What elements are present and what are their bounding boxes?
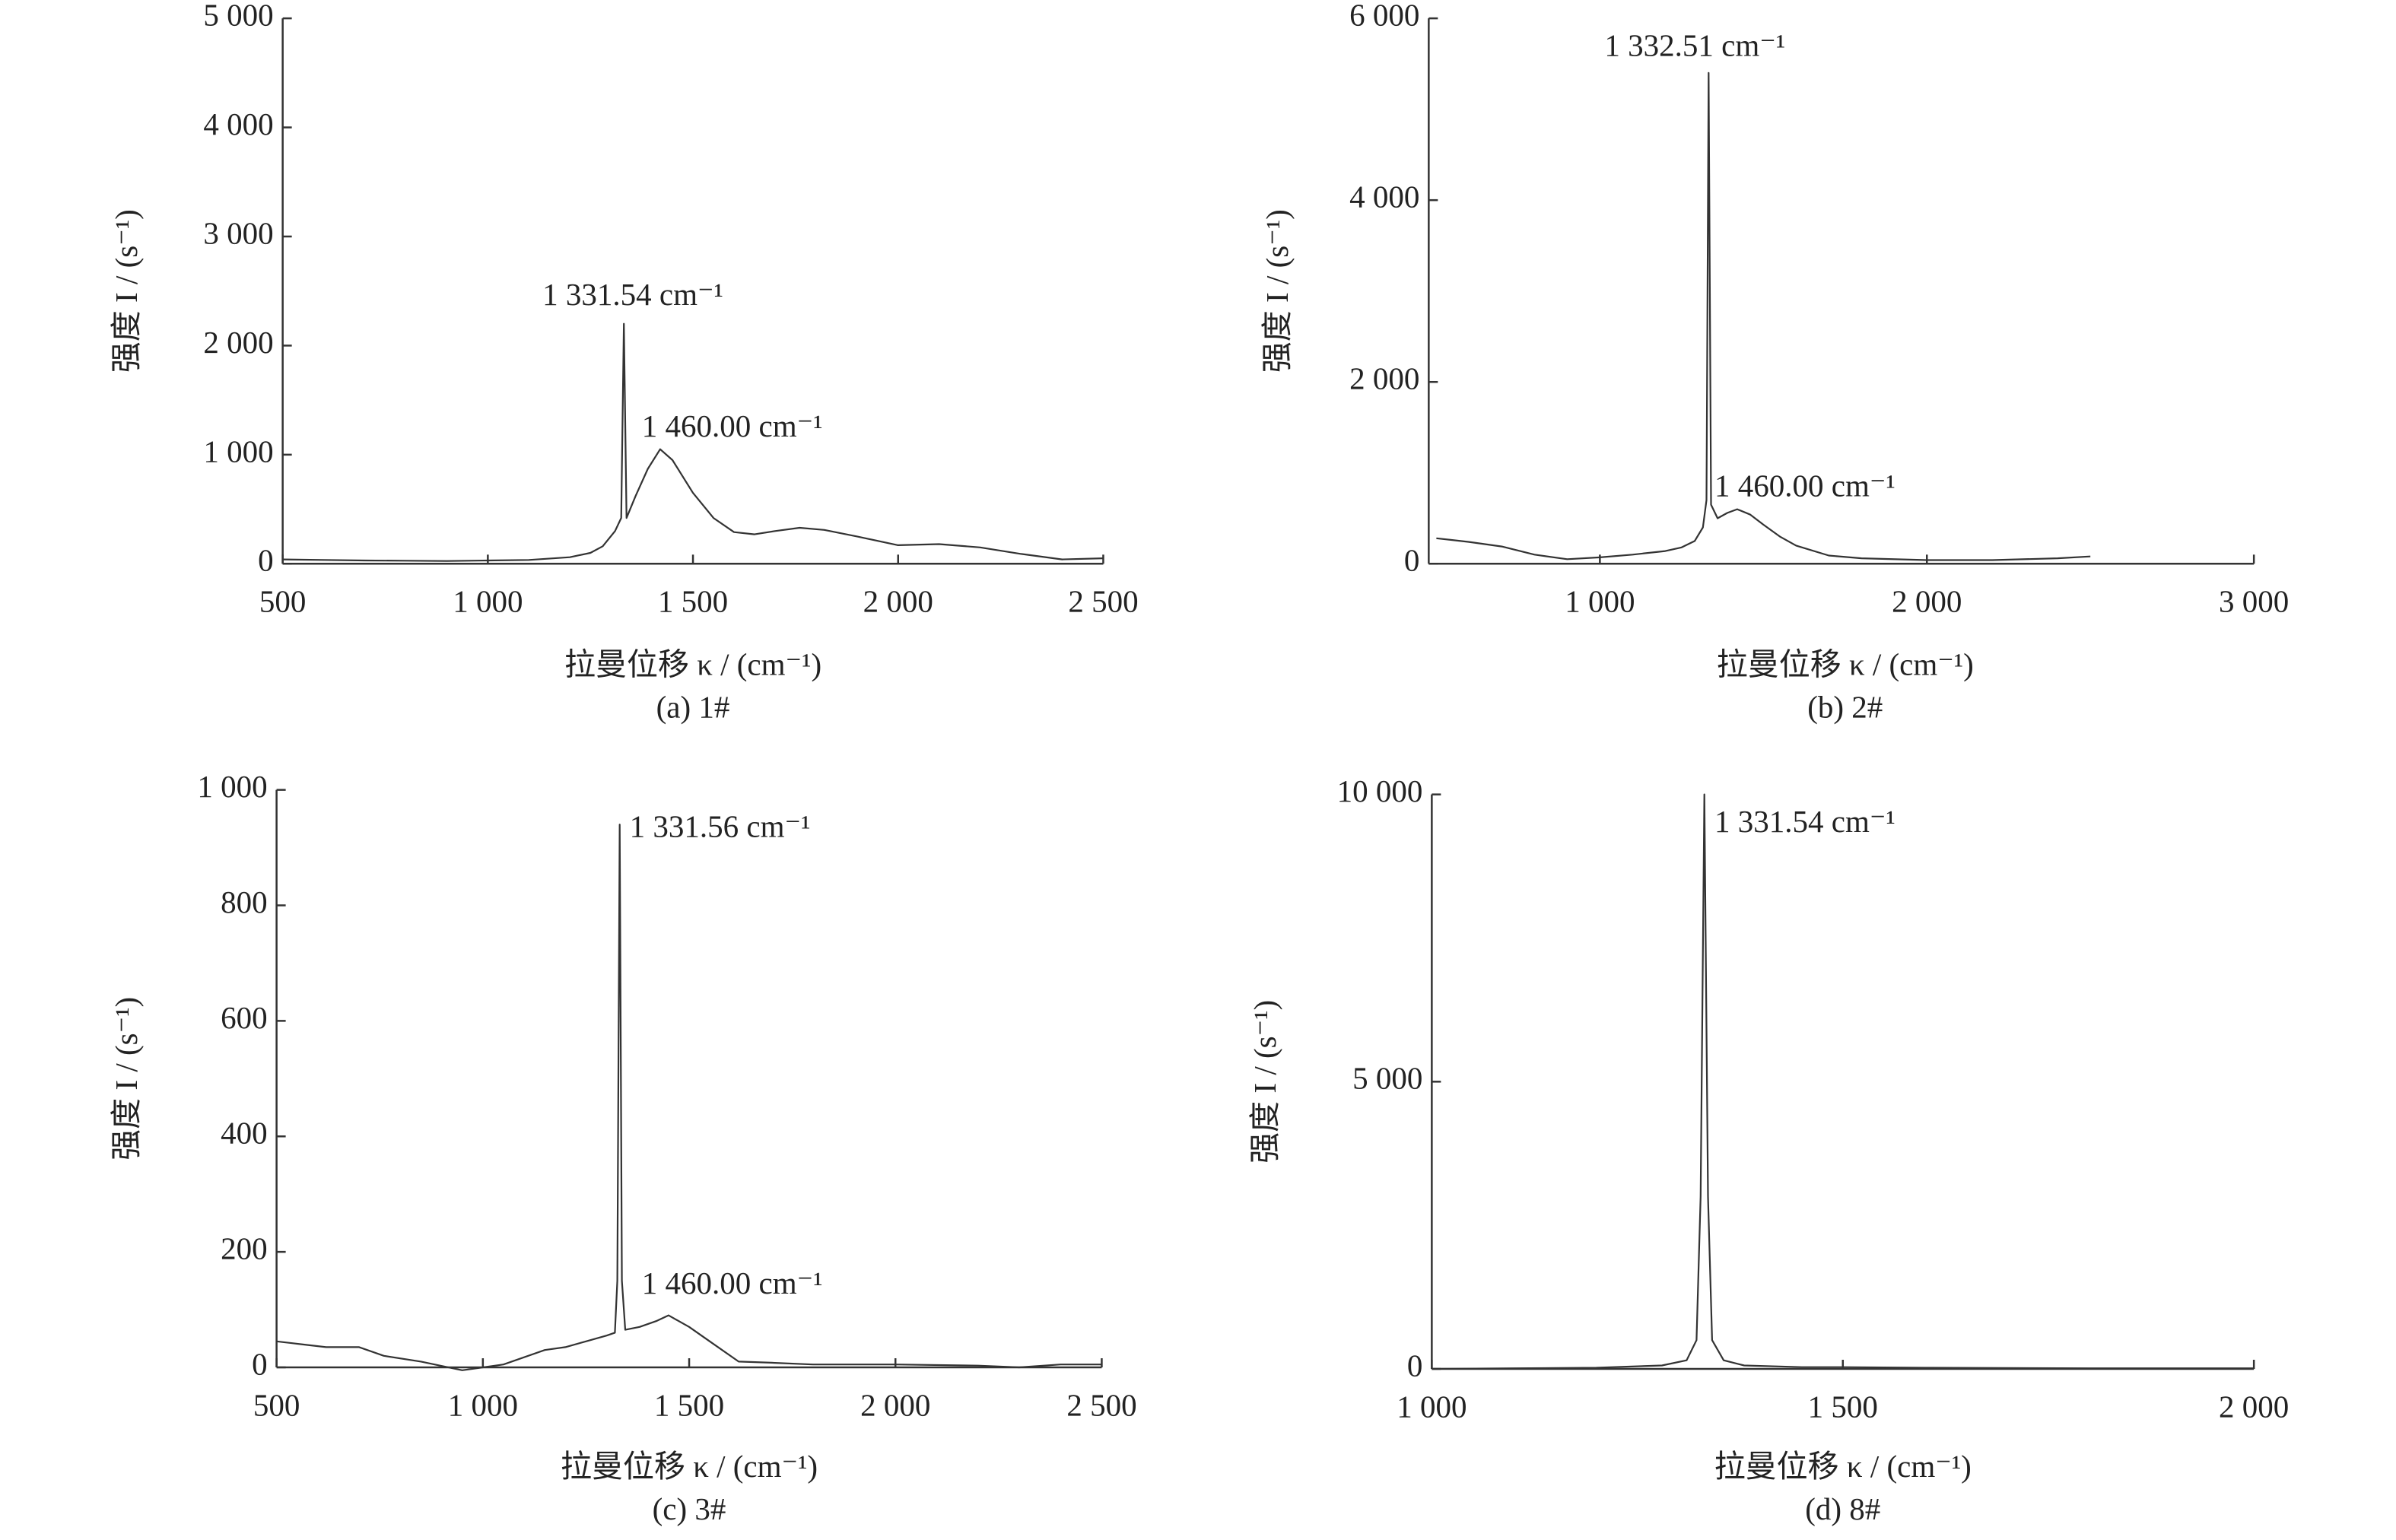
spectrum-line [1432, 793, 2255, 1370]
peak-annotation: 1 331.54 cm⁻¹ [542, 277, 723, 312]
x-tick-label: 1 000 [1565, 584, 1635, 619]
x-axis-label: 拉曼位移 κ / (cm⁻¹) [561, 1449, 818, 1484]
y-tick-label: 1 000 [197, 769, 267, 804]
y-tick-label: 6 000 [1349, 0, 1419, 33]
y-tick-label: 0 [1407, 1348, 1423, 1383]
y-tick-label: 5 000 [1352, 1061, 1422, 1096]
peak-annotation: 1 460.00 cm⁻¹ [642, 1265, 823, 1300]
x-tick-label: 2 000 [863, 584, 933, 619]
y-tick-label: 600 [221, 1000, 268, 1035]
y-axis-label: 强度 I / (s⁻¹) [1247, 1000, 1282, 1164]
x-tick-label: 2 500 [1068, 584, 1138, 619]
y-tick-label: 2 000 [1349, 361, 1419, 396]
y-tick-label: 0 [1404, 543, 1420, 578]
x-tick-label: 500 [253, 1387, 300, 1422]
y-tick-label: 1 000 [203, 433, 273, 468]
x-axis-label: 拉曼位移 κ / (cm⁻¹) [1714, 1449, 1972, 1484]
x-tick-label: 2 500 [1066, 1387, 1136, 1422]
y-tick-label: 800 [221, 884, 268, 919]
x-tick-label: 1 000 [453, 584, 523, 619]
peak-annotation: 1 331.56 cm⁻¹ [630, 808, 811, 843]
spectrum-line [276, 824, 1102, 1371]
y-tick-label: 0 [258, 543, 274, 578]
y-tick-label: 4 000 [203, 106, 273, 141]
peak-annotation: 1 460.00 cm⁻¹ [642, 408, 823, 443]
y-tick-label: 400 [221, 1116, 268, 1151]
peak-annotation: 1 331.54 cm⁻¹ [1714, 804, 1896, 839]
y-axis-label: 强度 I / (s⁻¹) [109, 209, 144, 373]
peak-annotation: 1 460.00 cm⁻¹ [1714, 468, 1896, 503]
caption: (d) 8# [1805, 1491, 1880, 1526]
y-tick-label: 10 000 [1337, 773, 1423, 808]
x-tick-label: 3 000 [2219, 584, 2289, 619]
x-axis-label: 拉曼位移 κ / (cm⁻¹) [564, 646, 821, 681]
y-axis-label: 强度 I / (s⁻¹) [109, 997, 144, 1161]
peak-annotation: 1 332.51 cm⁻¹ [1604, 28, 1785, 63]
spectrum-line [282, 322, 1104, 562]
caption: (c) 3# [653, 1491, 726, 1526]
x-tick-label: 2 000 [1892, 584, 1962, 619]
y-axis-label: 强度 I / (s⁻¹) [1260, 209, 1295, 373]
caption: (a) 1# [656, 690, 730, 725]
y-tick-label: 3 000 [203, 215, 273, 250]
x-tick-label: 1 500 [654, 1387, 724, 1422]
y-tick-label: 5 000 [203, 0, 273, 33]
x-tick-label: 2 000 [860, 1387, 930, 1422]
x-tick-label: 1 000 [448, 1387, 518, 1422]
x-tick-label: 500 [259, 584, 307, 619]
y-tick-label: 4 000 [1349, 179, 1419, 214]
x-tick-label: 1 000 [1397, 1389, 1467, 1424]
y-tick-label: 0 [252, 1346, 268, 1381]
x-tick-label: 2 000 [2219, 1389, 2289, 1424]
spectrum-line [1436, 71, 2091, 561]
y-tick-label: 2 000 [203, 325, 273, 360]
x-tick-label: 1 500 [658, 584, 728, 619]
x-tick-label: 1 500 [1808, 1389, 1878, 1424]
caption: (b) 2# [1807, 690, 1883, 725]
x-axis-label: 拉曼位移 κ / (cm⁻¹) [1717, 646, 1974, 681]
y-tick-label: 200 [221, 1231, 268, 1266]
